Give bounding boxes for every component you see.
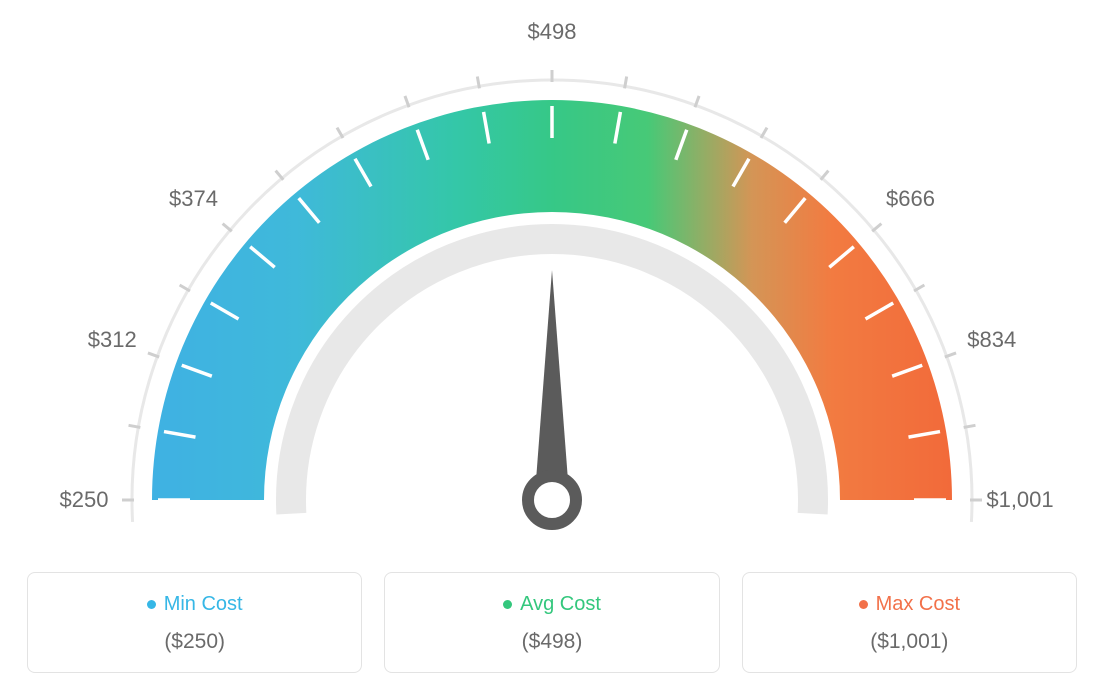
legend-value: ($250) [164, 630, 225, 654]
legend-label: Max Cost [876, 593, 960, 616]
gauge-tick-label: $374 [169, 186, 218, 212]
gauge-hub [528, 476, 576, 524]
gauge-outer-tick [872, 224, 881, 232]
legend-title-min: Min Cost [147, 593, 243, 616]
legend-title-avg: Avg Cost [503, 593, 601, 616]
gauge-tick-label: $498 [528, 19, 577, 45]
gauge-outer-tick [625, 77, 627, 89]
legend-card-max: Max Cost ($1,001) [742, 572, 1077, 673]
legend-dot-icon [503, 600, 512, 609]
legend-dot-icon [859, 600, 868, 609]
gauge-outer-tick [477, 77, 479, 89]
gauge-svg [22, 20, 1082, 560]
gauge-needle [534, 270, 569, 503]
legend-label: Min Cost [164, 593, 243, 616]
legend-card-min: Min Cost ($250) [27, 572, 362, 673]
legend-dot-icon [147, 600, 156, 609]
legend-label: Avg Cost [520, 593, 601, 616]
gauge-outer-tick [129, 425, 141, 427]
legend-card-avg: Avg Cost ($498) [384, 572, 719, 673]
legend-title-max: Max Cost [859, 593, 960, 616]
gauge-chart: $250 $312 $374 $498 $666 $834 $1,001 [22, 20, 1082, 560]
gauge-tick-label: $834 [967, 327, 1016, 353]
gauge-outer-tick [964, 425, 976, 427]
gauge-tick-label: $1,001 [986, 487, 1053, 513]
gauge-outer-tick [223, 224, 232, 232]
gauge-tick-label: $312 [88, 327, 137, 353]
gauge-tick-label: $666 [886, 186, 935, 212]
legend-row: Min Cost ($250) Avg Cost ($498) Max Cost ($1,… [27, 572, 1077, 673]
legend-value: ($498) [522, 630, 583, 654]
legend-value: ($1,001) [870, 630, 948, 654]
gauge-tick-label: $250 [60, 487, 109, 513]
